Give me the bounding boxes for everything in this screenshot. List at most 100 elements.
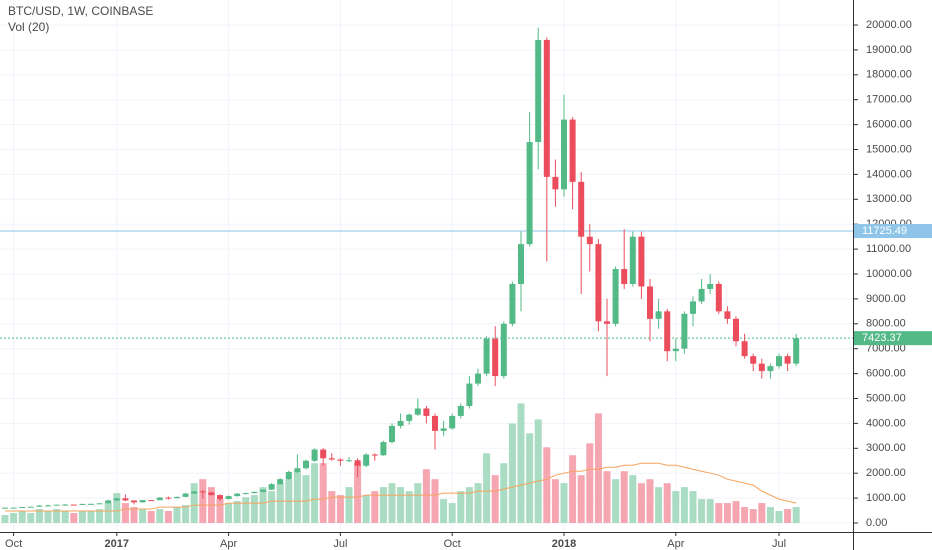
- volume-bar: [560, 483, 568, 523]
- volume-bar: [792, 507, 800, 523]
- y-tick-label: 19000.00: [866, 44, 912, 56]
- volume-bar: [345, 487, 353, 523]
- volume-bar: [551, 479, 559, 523]
- candle-body: [698, 288, 705, 302]
- volume-bar: [388, 483, 396, 523]
- volume-bar: [594, 413, 602, 523]
- candle-body: [655, 311, 662, 319]
- y-tick-label: 1000.00: [866, 492, 906, 504]
- candle-body: [268, 484, 275, 490]
- candle-body: [715, 283, 722, 312]
- volume-bar: [663, 483, 671, 523]
- volume-bar: [104, 503, 112, 523]
- candle-body: [724, 311, 731, 319]
- volume-bar: [190, 483, 198, 523]
- x-tick-label: Apr: [667, 538, 684, 550]
- x-tick-label: Jul: [333, 538, 347, 550]
- candle-body: [741, 341, 748, 357]
- volume-bar: [216, 499, 224, 523]
- volume-bar: [53, 509, 61, 523]
- candle-body: [156, 497, 163, 501]
- volume-bar: [61, 511, 69, 523]
- candle-body: [561, 119, 567, 190]
- candle-body: [225, 496, 232, 500]
- volume-bar: [182, 505, 190, 523]
- volume-bar: [78, 511, 86, 523]
- y-tick-label: 14000.00: [866, 168, 912, 180]
- y-tick-label: 17000.00: [866, 94, 912, 106]
- candle-body: [543, 39, 550, 177]
- candle-body: [440, 428, 447, 431]
- candle-body: [406, 414, 413, 421]
- candle-body: [10, 507, 17, 509]
- volume-bar: [543, 447, 551, 523]
- volume-bar: [199, 479, 207, 523]
- volume-bar: [10, 513, 18, 523]
- volume-bar: [440, 499, 448, 523]
- candles: [2, 27, 800, 509]
- volume-bar: [250, 495, 258, 523]
- candle-body: [647, 286, 653, 319]
- volume-bar: [655, 487, 663, 523]
- volume-bar: [612, 479, 620, 523]
- y-tick-label: 20000.00: [866, 19, 912, 31]
- x-tick-label: 2017: [105, 538, 129, 550]
- candle-body: [586, 236, 593, 245]
- y-tick-label: 8000.00: [866, 318, 906, 330]
- volume-bar: [457, 491, 465, 523]
- volume-bar: [784, 509, 792, 523]
- candle-body: [174, 496, 180, 499]
- y-tick-label: 11000.00: [866, 243, 911, 255]
- volume-bar: [715, 503, 723, 523]
- candle-body: [113, 498, 120, 501]
- candle-body: [449, 415, 456, 429]
- y-tick-label: 5000.00: [866, 392, 906, 404]
- volume-bar: [259, 487, 267, 523]
- volume-bar: [620, 471, 628, 523]
- candle-body: [784, 356, 791, 364]
- candle-body: [475, 373, 481, 384]
- price-label-box: [854, 331, 932, 346]
- candle-body: [371, 454, 378, 456]
- x-tick-label: Oct: [444, 538, 461, 550]
- candle-body: [346, 460, 352, 462]
- volume-pane: [1, 403, 800, 523]
- x-tick-label: Apr: [220, 538, 237, 550]
- candle-body: [664, 311, 671, 352]
- candle-body: [36, 505, 43, 507]
- volume-bar: [336, 495, 344, 523]
- x-tick-label: 2018: [552, 538, 576, 550]
- candle-body: [2, 507, 8, 509]
- grid: [0, 0, 853, 532]
- candle-body: [552, 176, 559, 190]
- candle-body: [285, 471, 292, 480]
- candle-body: [303, 460, 309, 469]
- volume-bar: [121, 503, 129, 523]
- volume-bar: [1, 515, 9, 523]
- price-label: 11725.49: [862, 225, 907, 237]
- candle-body: [79, 503, 86, 505]
- volume-bar: [87, 511, 95, 523]
- y-tick-label: 4000.00: [866, 417, 906, 429]
- candle-body: [758, 363, 765, 372]
- volume-bar: [164, 511, 172, 523]
- candle-body: [208, 492, 215, 496]
- volume-bar: [646, 479, 654, 523]
- volume-bar: [233, 501, 241, 523]
- candle-body: [423, 408, 430, 416]
- volume-bar: [534, 419, 542, 523]
- candle-body: [251, 491, 258, 494]
- candle-body: [62, 504, 69, 506]
- candle-body: [681, 313, 688, 349]
- candle-body: [242, 493, 249, 495]
- y-tick-label: 13000.00: [866, 193, 912, 205]
- candle-body: [122, 498, 129, 501]
- candle-body: [260, 489, 266, 492]
- candle-body: [457, 405, 464, 416]
- volume-bar: [362, 495, 370, 523]
- candle-body: [569, 119, 576, 182]
- candle-body: [320, 449, 327, 459]
- price-label-box: [854, 224, 932, 239]
